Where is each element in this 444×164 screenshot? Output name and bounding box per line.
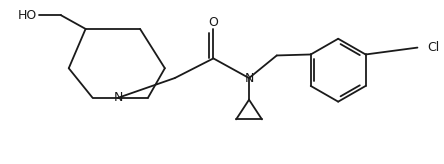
Text: O: O xyxy=(208,16,218,29)
Text: HO: HO xyxy=(17,9,37,22)
Text: N: N xyxy=(244,72,254,85)
Text: Cl: Cl xyxy=(427,41,440,54)
Text: N: N xyxy=(114,91,123,104)
